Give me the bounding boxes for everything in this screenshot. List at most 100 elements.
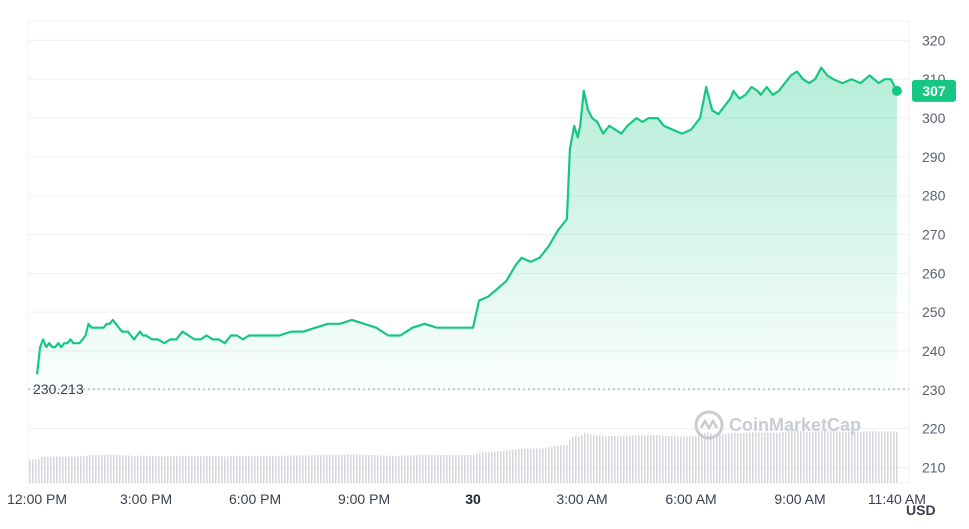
volume-bar <box>800 431 802 483</box>
volume-bar <box>500 451 502 483</box>
volume-bar <box>281 455 283 483</box>
y-tick-label: 230 <box>922 382 946 398</box>
volume-bar <box>665 435 667 483</box>
volume-bar <box>593 435 595 483</box>
volume-bar <box>824 430 826 483</box>
volume-bar <box>581 435 583 483</box>
volume-bar <box>380 455 382 483</box>
volume-bar <box>71 456 73 483</box>
volume-bar <box>269 455 271 483</box>
volume-bar <box>452 455 454 483</box>
volume-bar <box>590 434 592 483</box>
volume-bar <box>278 455 280 483</box>
volume-bar <box>530 448 532 483</box>
volume-bar <box>860 431 862 483</box>
volume-bar <box>734 432 736 483</box>
volume-bar <box>140 455 142 483</box>
volume-bar <box>668 436 670 483</box>
volume-bar <box>599 435 601 483</box>
volume-bar <box>197 456 199 483</box>
volume-bar <box>554 446 556 483</box>
volume-bar <box>758 432 760 483</box>
volume-bar <box>737 432 739 483</box>
volume-bar <box>92 455 94 483</box>
volume-bar <box>659 435 661 483</box>
volume-bar <box>287 455 289 483</box>
volume-bar <box>797 430 799 483</box>
volume-bar <box>176 456 178 483</box>
volume-bar <box>386 455 388 483</box>
volume-bar <box>317 455 319 483</box>
volume-bar <box>323 454 325 483</box>
volume-bar <box>614 436 616 483</box>
volume-bar <box>596 435 598 483</box>
volume-bar <box>311 455 313 483</box>
volume-bar <box>788 431 790 483</box>
volume-bar <box>578 436 580 483</box>
volume-bar <box>284 455 286 483</box>
volume-bar <box>749 432 751 483</box>
volume-bar <box>332 454 334 483</box>
volume-bar <box>200 456 202 483</box>
volume-bar <box>515 449 517 483</box>
volume-bar <box>701 434 703 483</box>
volume-bar <box>212 456 214 483</box>
volume-bar <box>653 435 655 483</box>
x-tick-label: 9:00 PM <box>338 491 390 507</box>
volume-bar <box>704 433 706 483</box>
volume-bar <box>404 455 406 483</box>
volume-bar <box>533 448 535 483</box>
volume-bar <box>587 433 589 483</box>
volume-bar <box>95 455 97 483</box>
volume-bar <box>305 455 307 483</box>
volume-bar <box>233 455 235 483</box>
currency-unit-label: USD <box>906 502 936 518</box>
volume-bar <box>875 431 877 483</box>
volume-bar <box>866 431 868 483</box>
volume-bar <box>881 431 883 483</box>
volume-bar <box>272 455 274 483</box>
volume-bar <box>728 433 730 483</box>
volume-bar <box>536 448 538 483</box>
volume-bar <box>185 455 187 483</box>
volume-bar <box>662 435 664 483</box>
volume-bar <box>245 456 247 483</box>
volume-bar <box>413 455 415 483</box>
volume-bar <box>224 456 226 483</box>
volume-bar <box>434 454 436 483</box>
baseline-label: 230.213 <box>33 381 84 397</box>
volume-bar <box>407 455 409 483</box>
volume-bar <box>251 455 253 483</box>
volume-bar <box>542 448 544 483</box>
volume-bar <box>443 455 445 483</box>
volume-bar <box>569 440 571 483</box>
volume-bar <box>695 435 697 483</box>
volume-bar <box>812 431 814 483</box>
volume-bar <box>857 431 859 483</box>
volume-bar <box>869 431 871 483</box>
volume-bar <box>365 454 367 483</box>
y-tick-label: 250 <box>922 304 946 320</box>
volume-bar <box>425 454 427 483</box>
volume-bar <box>827 430 829 483</box>
current-price-dot[interactable] <box>891 85 902 96</box>
volume-bar <box>842 431 844 483</box>
volume-bar <box>215 456 217 483</box>
volume-bar <box>254 455 256 483</box>
volume-bar <box>62 456 64 483</box>
volume-bar <box>803 431 805 483</box>
volume-bar <box>725 433 727 483</box>
volume-bar <box>548 447 550 483</box>
volume-bar <box>638 435 640 483</box>
volume-bar <box>59 456 61 483</box>
coinmarketcap-logo-wave <box>699 418 719 431</box>
volume-bar <box>518 448 520 483</box>
volume-bar <box>455 455 457 483</box>
volume-bar <box>893 431 895 483</box>
volume-bar <box>242 456 244 483</box>
volume-bar <box>107 454 109 483</box>
volume-bar <box>302 455 304 483</box>
volume-bar <box>137 455 139 483</box>
volume-bar <box>722 434 724 483</box>
volume-bar <box>746 432 748 483</box>
